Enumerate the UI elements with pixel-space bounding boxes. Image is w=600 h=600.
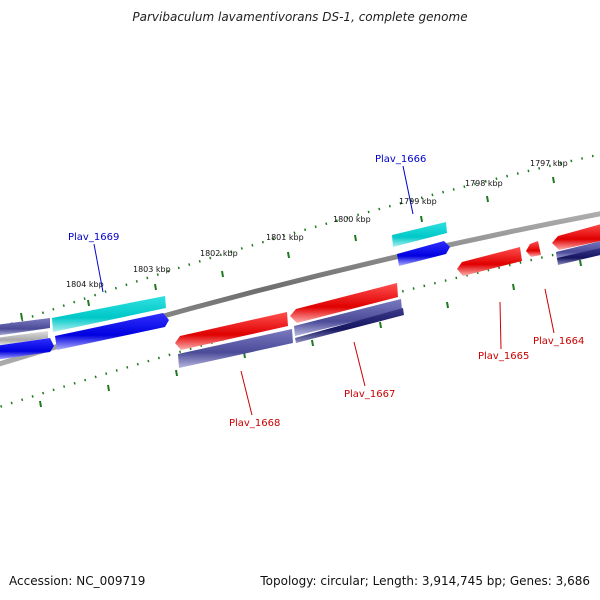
major-tick	[221, 270, 224, 278]
major-tick	[154, 283, 157, 291]
genome-summary-text: Topology: circular; Length: 3,914,745 bp…	[260, 574, 590, 588]
major-tick	[512, 283, 515, 291]
major-tick	[446, 301, 449, 309]
cds-plav-1666	[397, 241, 450, 266]
major-tick	[486, 195, 489, 203]
cds-gray-partial	[0, 331, 48, 346]
feature-plav-1669-cyan	[52, 296, 166, 332]
leader-plav-1667	[353, 341, 366, 387]
tick-label: 1797 kbp	[530, 159, 568, 168]
gene-label-plav-1664: Plav_1664	[533, 336, 584, 347]
leader-plav-1669	[93, 243, 104, 293]
tick-label: 1800 kbp	[333, 215, 371, 224]
major-tick	[552, 176, 555, 184]
tick-label: 1798 kbp	[465, 179, 503, 188]
major-tick	[420, 215, 423, 223]
cds-blue-partial	[0, 338, 54, 360]
major-tick	[287, 251, 290, 259]
cds-plav-1664	[526, 241, 541, 257]
tick-label: 1801 kbp	[266, 233, 304, 242]
cds-plav-1669	[55, 313, 169, 350]
feature-plav-1667-slate	[294, 299, 402, 336]
major-tick	[20, 312, 23, 320]
cds-plav-1667	[290, 283, 398, 323]
leader-plav-1666	[402, 165, 414, 215]
major-tick	[311, 339, 314, 347]
feature-right-slate	[556, 241, 600, 260]
tick-label: 1804 kbp	[66, 280, 104, 289]
map-title: Parvibaculum lavamentivorans DS-1, compl…	[132, 10, 468, 24]
gene-label-plav-1667: Plav_1667	[344, 389, 395, 400]
inner-major-ticks	[39, 259, 582, 408]
gene-label-plav-1668: Plav_1668	[229, 418, 280, 429]
major-tick	[379, 321, 382, 329]
major-tick	[107, 384, 110, 392]
cds-slate-partial	[0, 318, 50, 336]
feature-plav-1668-slate	[178, 329, 293, 368]
gene-label-plav-1666: Plav_1666	[375, 154, 426, 165]
accession-text: Accession: NC_009719	[9, 574, 146, 588]
leader-plav-1668	[240, 370, 253, 416]
feature-plav-1667-navy	[295, 308, 404, 343]
leader-plav-1664	[544, 288, 555, 334]
cds-red-partial	[552, 224, 600, 250]
cds-plav-1665	[457, 247, 522, 276]
feature-plav-1666-cyan	[392, 222, 447, 247]
leader-plav-1665	[499, 301, 502, 350]
cds-plav-1668	[175, 312, 288, 350]
major-tick	[354, 234, 357, 242]
major-tick	[39, 400, 42, 408]
outer-major-ticks	[20, 176, 555, 320]
major-tick	[87, 299, 90, 307]
gene-label-plav-1665: Plav_1665	[478, 351, 529, 362]
major-tick	[579, 259, 582, 267]
major-tick	[175, 369, 178, 377]
feature-right-navy	[557, 248, 600, 265]
gene-label-plav-1669: Plav_1669	[68, 232, 119, 243]
tick-label: 1803 kbp	[133, 265, 171, 274]
tick-label: 1799 kbp	[399, 197, 437, 206]
tick-label: 1802 kbp	[200, 249, 238, 258]
